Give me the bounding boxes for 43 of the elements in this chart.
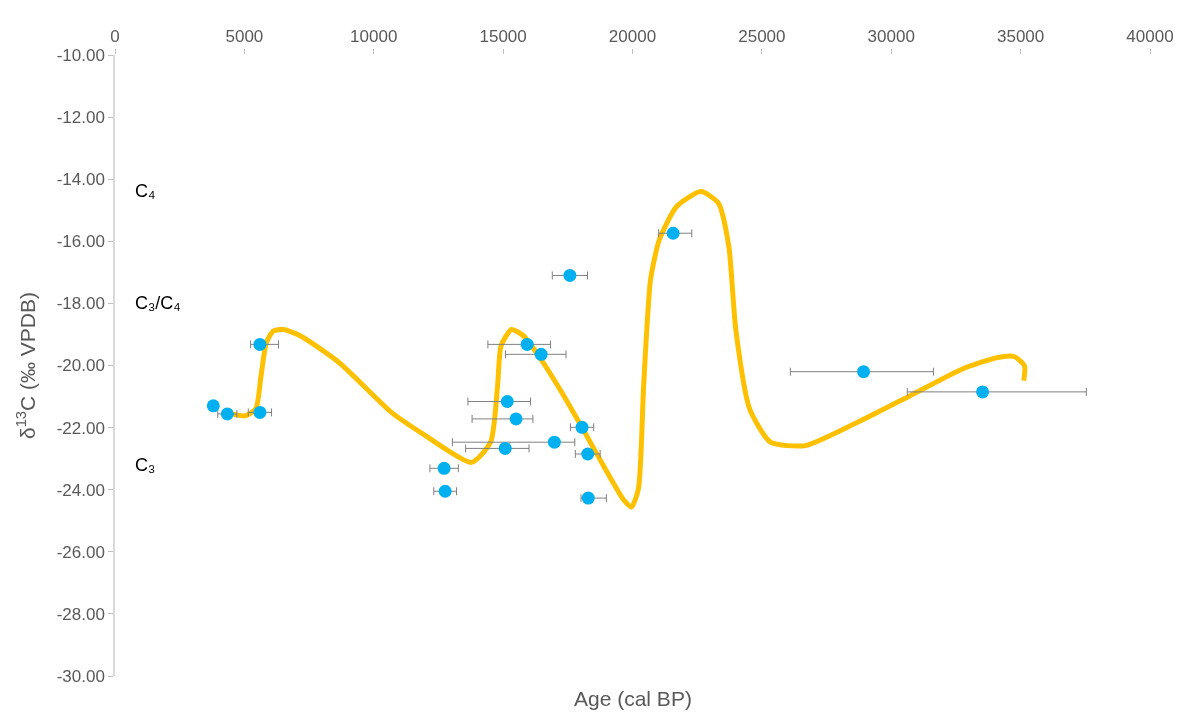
y-tick-label: -14.00 [56,170,105,190]
point [547,435,561,449]
x-tick-label: 10000 [350,27,398,47]
y-tick-label: -16.00 [56,232,105,252]
x-tick-label: 30000 [867,27,915,47]
x-tick-label: 35000 [996,27,1045,47]
point [498,441,512,455]
point [534,347,548,361]
x-tick-label: 25000 [738,27,786,47]
annotation: C₄ [135,181,156,201]
point [666,226,680,240]
point [509,412,523,426]
annotation: C₃ [135,455,156,475]
x-tick-label: 0 [110,27,120,47]
point [220,407,234,421]
point [438,484,452,498]
x-axis-title: Age (cal BP) [574,687,692,710]
point [206,399,220,413]
point [581,447,595,461]
y-tick-label: -20.00 [56,356,105,376]
x-tick-label: 20000 [608,27,657,47]
y-tick-label: -26.00 [56,542,105,562]
point [857,365,871,379]
y-tick-label: -22.00 [56,418,105,438]
annotation: C₃/C₄ [135,293,181,313]
point [581,491,595,505]
y-tick-label: -28.00 [56,604,105,624]
point [575,420,589,434]
point [976,385,990,399]
point [520,337,534,351]
point [437,461,451,475]
x-tick-label: 40000 [1126,27,1174,47]
y-tick-label: -30.00 [56,666,105,686]
y-tick-label: -24.00 [56,480,105,500]
point [500,395,514,409]
point [563,268,577,282]
point [253,405,267,419]
y-tick-label: -18.00 [56,294,105,314]
y-tick-label: -12.00 [56,108,105,128]
point [253,337,267,351]
x-tick-label: 15000 [479,27,527,47]
y-tick-label: -10.00 [56,45,105,65]
x-tick-label: 5000 [225,27,264,47]
